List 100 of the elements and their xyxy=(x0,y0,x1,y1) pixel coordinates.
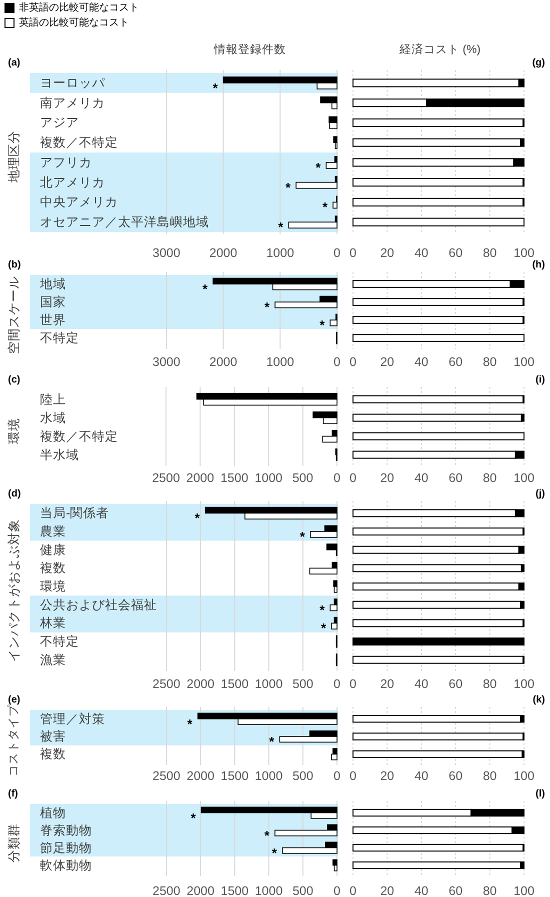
x-tick-label: 100 xyxy=(514,246,534,260)
x-tick-label: 2000 xyxy=(209,355,238,369)
y-tick-label: ヨーロッパ xyxy=(40,76,106,90)
x-tick-label: 60 xyxy=(448,677,463,691)
x-tick-label: 0 xyxy=(334,355,341,369)
x-tick-label: 2500 xyxy=(152,769,180,783)
x-tick-label: 40 xyxy=(414,246,428,260)
y-tick-label: 林業 xyxy=(39,616,66,630)
text: (g) xyxy=(532,58,545,68)
x-tick-label: 60 xyxy=(448,884,463,897)
bar xyxy=(352,198,524,206)
y-tick-label: 水域 xyxy=(40,410,66,425)
annotation: * xyxy=(264,828,270,843)
y-tick-label: 管理／対策 xyxy=(40,710,105,726)
x-tick-label: 2000 xyxy=(186,769,215,783)
x-tick-label: 500 xyxy=(292,884,314,897)
x-tick-label: 80 xyxy=(482,246,497,260)
x-tick-label: 60 xyxy=(448,355,463,369)
y-tick-label: 農業 xyxy=(40,524,66,538)
x-tick-label: 20 xyxy=(380,246,394,260)
annotation: * xyxy=(286,180,292,195)
legend-label: 非英語の比較可能なコスト xyxy=(19,2,139,14)
x-tick-label: 20 xyxy=(380,471,394,485)
x-tick-label: 20 xyxy=(380,355,394,369)
chart-title: 情報登録件数 xyxy=(213,43,286,56)
y-tick-label: 健康 xyxy=(40,542,66,557)
x-tick-label: 40 xyxy=(414,769,428,783)
y-tick-label: アフリカ xyxy=(40,155,92,170)
bar xyxy=(352,619,524,628)
text: (c) xyxy=(8,374,20,386)
y-axis-title: 空間スケール xyxy=(7,276,21,354)
x-tick-label: 1500 xyxy=(220,769,249,783)
bar xyxy=(352,298,524,306)
x-tick-label: 0 xyxy=(350,769,357,783)
bar xyxy=(352,528,524,536)
x-tick-label: 0 xyxy=(334,769,341,783)
annotation: * xyxy=(300,529,306,544)
text: (e) xyxy=(8,694,20,706)
bar xyxy=(352,316,524,324)
y-tick-label: オセアニア／太平洋島嶼地域 xyxy=(40,215,209,230)
x-tick-label: 0 xyxy=(350,355,357,369)
x-tick-label: 0 xyxy=(334,677,341,691)
x-tick-label: 80 xyxy=(482,677,497,691)
annotation: * xyxy=(269,734,276,749)
x-tick-label: 0 xyxy=(334,246,341,260)
x-tick-label: 1000 xyxy=(254,884,283,897)
y-tick-label: 漁業 xyxy=(40,652,66,667)
y-axis-title: 地理区分 xyxy=(7,130,21,184)
bar xyxy=(352,432,524,440)
x-tick-label: 1000 xyxy=(266,355,294,369)
y-tick-label: 世界 xyxy=(40,313,66,327)
annotation: * xyxy=(264,300,270,314)
x-tick-label: 80 xyxy=(482,884,497,897)
x-tick-label: 20 xyxy=(380,884,394,897)
y-tick-label: 節足動物 xyxy=(40,840,92,855)
annotation: * xyxy=(212,80,219,96)
y-axis-title: コストタイプ xyxy=(6,704,20,776)
annotation: * xyxy=(194,510,201,526)
y-tick-label: 複数／不特定 xyxy=(40,429,118,444)
x-tick-label: 2500 xyxy=(152,677,180,691)
text: (a) xyxy=(8,58,20,68)
y-tick-label: 複数 xyxy=(40,561,66,576)
bar xyxy=(352,218,524,226)
y-axis-title: インパクトがおよぶ対象 xyxy=(6,519,21,662)
x-tick-label: 40 xyxy=(414,355,428,369)
x-tick-label: 500 xyxy=(292,471,314,485)
y-tick-label: 陸上 xyxy=(40,392,66,406)
y-tick-label: 複数／不特定 xyxy=(40,136,118,150)
y-tick-label: 公共および社会福祉 xyxy=(40,598,157,612)
x-tick-label: 2000 xyxy=(186,884,215,897)
x-tick-label: 100 xyxy=(514,677,534,691)
x-tick-label: 40 xyxy=(414,471,428,485)
y-tick-label: 脊索動物 xyxy=(40,823,92,838)
y-tick-label: 複数 xyxy=(40,747,66,762)
bar xyxy=(352,861,522,870)
x-tick-label: 60 xyxy=(448,246,463,260)
x-tick-label: 1500 xyxy=(220,471,248,485)
bar xyxy=(352,638,524,646)
x-tick-label: 0 xyxy=(350,884,357,897)
y-tick-label: 軟体動物 xyxy=(40,858,92,872)
x-tick-label: 2000 xyxy=(186,677,215,691)
x-tick-label: 0 xyxy=(350,677,357,691)
x-tick-label: 100 xyxy=(514,355,534,369)
text: (i) xyxy=(536,374,545,386)
x-tick-label: 2500 xyxy=(152,471,180,485)
x-tick-label: 20 xyxy=(380,677,394,691)
y-axis-title: 環境 xyxy=(6,418,21,444)
x-tick-label: 3000 xyxy=(152,355,180,369)
annotation: * xyxy=(316,160,322,175)
x-tick-label: 500 xyxy=(292,769,314,783)
x-tick-label: 1500 xyxy=(220,884,249,897)
x-tick-label: 40 xyxy=(414,677,428,691)
x-tick-label: 80 xyxy=(482,355,497,369)
chart-title: 経済コスト (%) xyxy=(398,42,481,56)
x-tick-label: 40 xyxy=(414,884,428,897)
y-tick-label: 中央アメリカ xyxy=(40,195,118,210)
text: (l) xyxy=(536,788,545,800)
y-tick-label: 不特定 xyxy=(40,634,79,648)
x-tick-label: 1000 xyxy=(254,769,283,783)
y-tick-label: 植物 xyxy=(40,806,66,820)
